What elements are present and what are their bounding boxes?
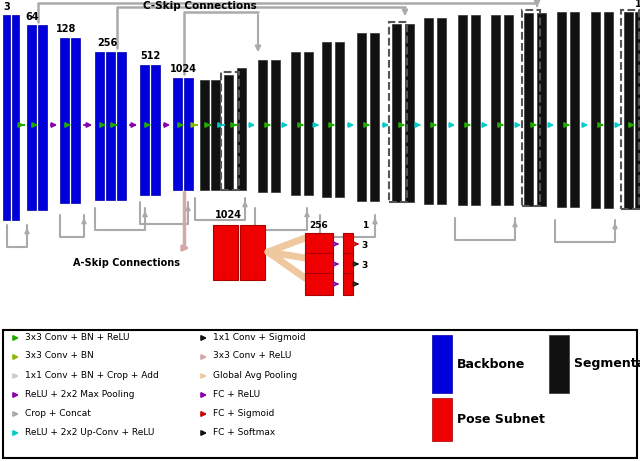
Bar bbox=[71, 38, 80, 203]
Bar bbox=[357, 33, 366, 201]
Bar bbox=[224, 75, 233, 190]
Bar bbox=[624, 12, 633, 209]
Text: 256: 256 bbox=[97, 38, 117, 48]
Bar bbox=[343, 273, 353, 295]
Text: Segmentation Subnet: Segmentation Subnet bbox=[574, 357, 640, 371]
Text: 3x3 Conv + BN + ReLU: 3x3 Conv + BN + ReLU bbox=[25, 332, 129, 342]
Bar bbox=[173, 78, 182, 190]
Text: 1: 1 bbox=[635, 0, 640, 9]
Bar bbox=[405, 24, 414, 202]
Bar bbox=[106, 52, 115, 200]
Bar bbox=[522, 10, 540, 206]
Bar bbox=[27, 25, 36, 210]
Bar bbox=[12, 15, 19, 220]
Text: 3: 3 bbox=[362, 241, 368, 250]
Text: 3: 3 bbox=[4, 2, 10, 12]
Bar bbox=[537, 13, 546, 206]
Bar bbox=[524, 13, 533, 206]
Bar bbox=[549, 335, 569, 393]
Bar bbox=[258, 60, 267, 192]
Text: C-Skip Connections: C-Skip Connections bbox=[143, 1, 257, 11]
Text: A-Skip Connections: A-Skip Connections bbox=[73, 258, 180, 268]
Bar bbox=[491, 15, 500, 205]
Bar bbox=[3, 330, 637, 458]
Bar bbox=[140, 65, 149, 195]
Text: FC + Softmax: FC + Softmax bbox=[213, 427, 275, 437]
Text: 512: 512 bbox=[140, 51, 160, 61]
Bar bbox=[237, 68, 246, 190]
Bar bbox=[424, 18, 433, 204]
Bar bbox=[570, 12, 579, 207]
Bar bbox=[305, 233, 333, 255]
Bar bbox=[221, 72, 239, 190]
Bar bbox=[95, 52, 104, 200]
Bar bbox=[621, 10, 639, 209]
Bar bbox=[635, 12, 640, 209]
Bar bbox=[151, 65, 160, 195]
Text: 256: 256 bbox=[310, 221, 328, 230]
Bar bbox=[213, 225, 238, 280]
Bar bbox=[305, 253, 333, 275]
Text: Global Avg Pooling: Global Avg Pooling bbox=[213, 371, 297, 379]
Text: FC + ReLU: FC + ReLU bbox=[213, 390, 260, 398]
Text: FC + Sigmoid: FC + Sigmoid bbox=[213, 408, 275, 418]
Bar bbox=[591, 12, 600, 208]
Bar bbox=[304, 52, 313, 195]
Bar bbox=[471, 15, 480, 205]
Bar bbox=[432, 398, 452, 441]
Text: 1024: 1024 bbox=[170, 64, 196, 74]
Text: 3: 3 bbox=[362, 261, 368, 270]
Bar bbox=[437, 18, 446, 204]
Bar bbox=[458, 15, 467, 205]
Bar bbox=[291, 52, 300, 195]
Bar bbox=[60, 38, 69, 203]
Bar bbox=[392, 24, 401, 202]
Bar bbox=[432, 335, 452, 393]
Text: 1024: 1024 bbox=[214, 210, 241, 220]
Bar bbox=[305, 273, 333, 295]
Text: 64: 64 bbox=[25, 12, 39, 22]
Text: 1: 1 bbox=[362, 221, 368, 230]
Text: ReLU + 2x2 Up-Conv + ReLU: ReLU + 2x2 Up-Conv + ReLU bbox=[25, 427, 154, 437]
Bar bbox=[343, 253, 353, 275]
Bar bbox=[335, 42, 344, 197]
Text: 3x3 Conv + ReLU: 3x3 Conv + ReLU bbox=[213, 351, 291, 361]
Bar bbox=[343, 233, 353, 255]
Bar bbox=[504, 15, 513, 205]
Bar bbox=[604, 12, 613, 208]
Text: 1x1 Conv + BN + Crop + Add: 1x1 Conv + BN + Crop + Add bbox=[25, 371, 159, 379]
Text: Crop + Concat: Crop + Concat bbox=[25, 408, 91, 418]
Text: 1x1 Conv + Sigmoid: 1x1 Conv + Sigmoid bbox=[213, 332, 306, 342]
Bar bbox=[184, 78, 193, 190]
Text: ReLU + 2x2 Max Pooling: ReLU + 2x2 Max Pooling bbox=[25, 390, 134, 398]
Text: 128: 128 bbox=[56, 24, 76, 34]
Bar bbox=[211, 80, 220, 190]
Bar bbox=[389, 22, 407, 202]
Text: Backbone: Backbone bbox=[457, 357, 525, 371]
Text: Pose Subnet: Pose Subnet bbox=[457, 413, 545, 426]
Bar bbox=[3, 15, 10, 220]
Bar bbox=[38, 25, 47, 210]
Bar bbox=[271, 60, 280, 192]
Bar bbox=[557, 12, 566, 207]
Bar bbox=[322, 42, 331, 197]
Bar bbox=[240, 225, 265, 280]
Bar bbox=[200, 80, 209, 190]
Bar bbox=[370, 33, 379, 201]
Bar bbox=[117, 52, 126, 200]
Text: 3x3 Conv + BN: 3x3 Conv + BN bbox=[25, 351, 93, 361]
